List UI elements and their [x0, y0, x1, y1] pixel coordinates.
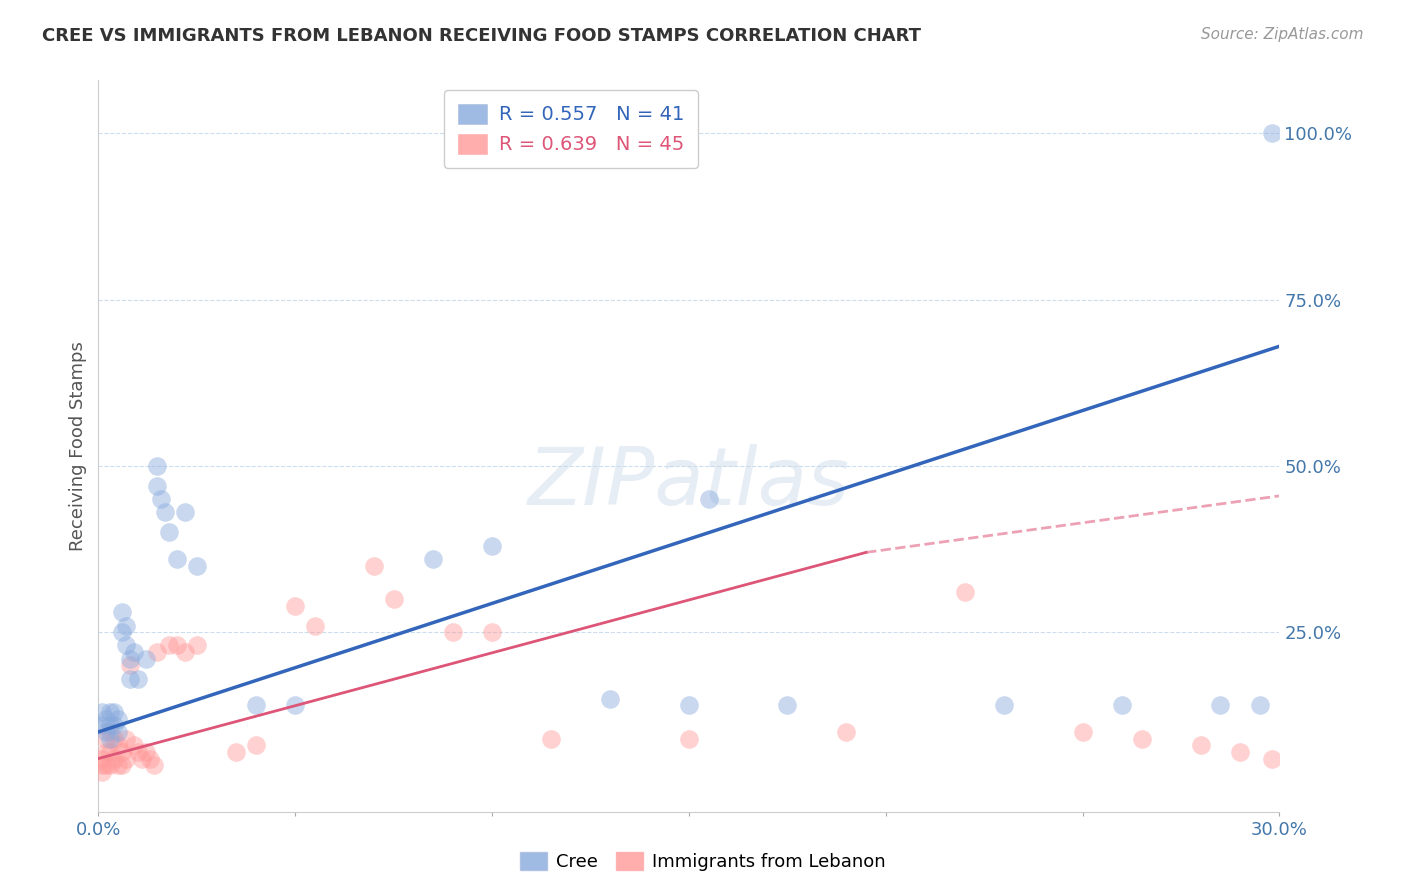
- Point: [678, 698, 700, 713]
- Point: [540, 731, 562, 746]
- Point: [115, 639, 138, 653]
- Point: [284, 599, 307, 613]
- Point: [96, 758, 118, 772]
- Legend: R = 0.557   N = 41, R = 0.639   N = 45: R = 0.557 N = 41, R = 0.639 N = 45: [444, 90, 697, 168]
- Point: [138, 751, 160, 765]
- Point: [115, 751, 138, 765]
- Point: [1249, 698, 1271, 713]
- Point: [107, 712, 129, 726]
- Point: [111, 758, 134, 772]
- Point: [91, 751, 114, 765]
- Point: [111, 745, 134, 759]
- Point: [1260, 127, 1282, 141]
- Point: [98, 718, 121, 732]
- Point: [776, 698, 799, 713]
- Point: [122, 738, 145, 752]
- Point: [98, 725, 121, 739]
- Point: [96, 731, 118, 746]
- Point: [993, 698, 1015, 713]
- Point: [135, 652, 157, 666]
- Point: [135, 745, 157, 759]
- Point: [98, 745, 121, 759]
- Point: [98, 731, 121, 746]
- Point: [127, 672, 149, 686]
- Point: [1130, 731, 1153, 746]
- Point: [118, 672, 141, 686]
- Point: [953, 585, 976, 599]
- Point: [174, 506, 197, 520]
- Point: [91, 718, 114, 732]
- Point: [96, 712, 118, 726]
- Point: [115, 731, 138, 746]
- Point: [107, 758, 129, 772]
- Text: CREE VS IMMIGRANTS FROM LEBANON RECEIVING FOOD STAMPS CORRELATION CHART: CREE VS IMMIGRANTS FROM LEBANON RECEIVIN…: [42, 27, 921, 45]
- Point: [98, 705, 121, 719]
- Text: Source: ZipAtlas.com: Source: ZipAtlas.com: [1201, 27, 1364, 42]
- Point: [678, 731, 700, 746]
- Point: [697, 492, 720, 507]
- Point: [245, 738, 267, 752]
- Point: [96, 725, 118, 739]
- Point: [111, 625, 134, 640]
- Point: [107, 738, 129, 752]
- Point: [131, 751, 153, 765]
- Point: [441, 625, 464, 640]
- Point: [1229, 745, 1251, 759]
- Point: [96, 745, 118, 759]
- Point: [103, 718, 125, 732]
- Y-axis label: Receiving Food Stamps: Receiving Food Stamps: [69, 341, 87, 551]
- Point: [363, 558, 385, 573]
- Point: [481, 539, 503, 553]
- Point: [1260, 751, 1282, 765]
- Point: [225, 745, 247, 759]
- Point: [118, 658, 141, 673]
- Point: [157, 639, 180, 653]
- Point: [1111, 698, 1133, 713]
- Point: [98, 758, 121, 772]
- Point: [118, 652, 141, 666]
- Point: [111, 605, 134, 619]
- Point: [422, 552, 444, 566]
- Point: [835, 725, 858, 739]
- Point: [166, 552, 188, 566]
- Point: [91, 764, 114, 779]
- Point: [103, 705, 125, 719]
- Point: [1209, 698, 1232, 713]
- Point: [174, 645, 197, 659]
- Point: [150, 492, 173, 507]
- Point: [186, 639, 208, 653]
- Legend: Cree, Immigrants from Lebanon: Cree, Immigrants from Lebanon: [513, 845, 893, 879]
- Point: [155, 506, 177, 520]
- Point: [1071, 725, 1094, 739]
- Point: [599, 691, 621, 706]
- Point: [103, 751, 125, 765]
- Point: [142, 758, 165, 772]
- Point: [122, 645, 145, 659]
- Point: [284, 698, 307, 713]
- Point: [382, 591, 405, 606]
- Point: [304, 618, 326, 632]
- Point: [1189, 738, 1212, 752]
- Point: [186, 558, 208, 573]
- Point: [481, 625, 503, 640]
- Text: ZIPatlas: ZIPatlas: [527, 443, 851, 522]
- Point: [146, 458, 169, 473]
- Point: [146, 645, 169, 659]
- Point: [245, 698, 267, 713]
- Point: [107, 725, 129, 739]
- Point: [91, 705, 114, 719]
- Point: [127, 745, 149, 759]
- Point: [103, 731, 125, 746]
- Point: [115, 618, 138, 632]
- Point: [91, 758, 114, 772]
- Point: [166, 639, 188, 653]
- Point: [146, 479, 169, 493]
- Point: [157, 525, 180, 540]
